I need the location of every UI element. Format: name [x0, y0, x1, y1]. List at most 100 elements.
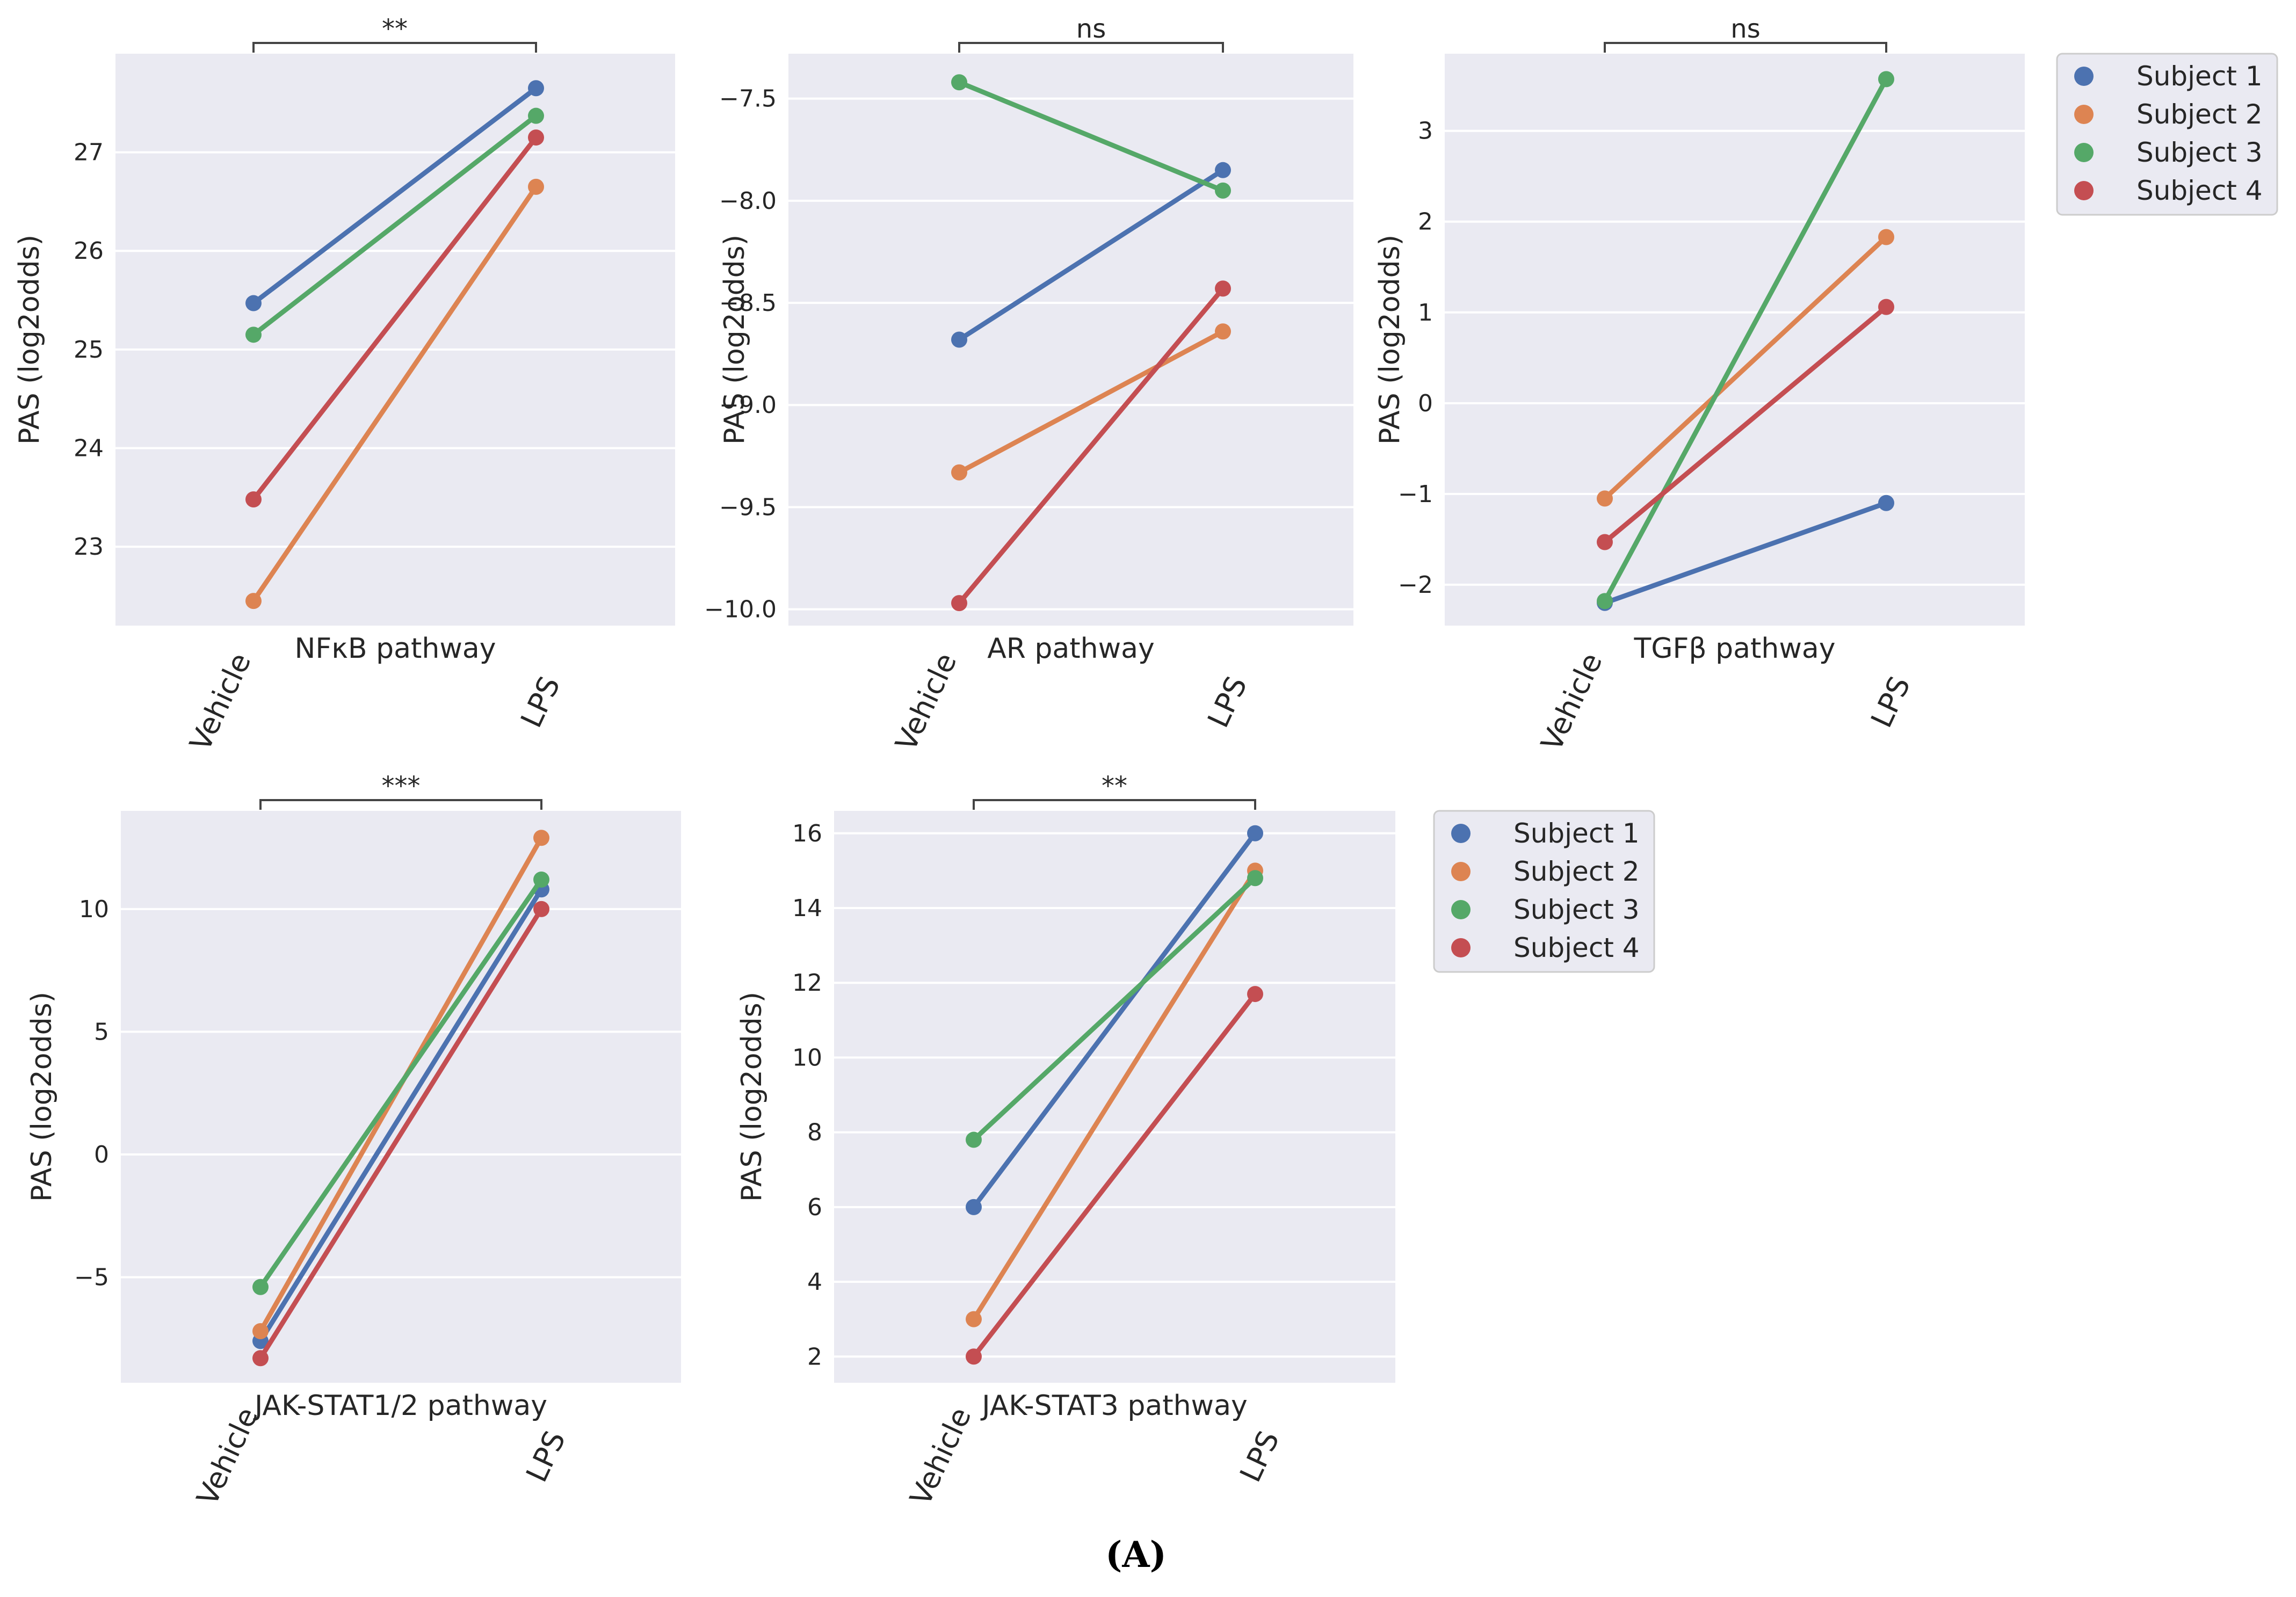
x-tick-label: LPS: [519, 1426, 572, 1487]
y-tick-label: 8: [807, 1119, 822, 1146]
data-point-subject-2-lps: [1878, 229, 1894, 245]
significance-label: **: [382, 14, 408, 44]
data-point-subject-2-vehicle: [245, 593, 262, 609]
y-tick-label: 16: [792, 820, 822, 847]
figure-label: (A): [1105, 1534, 1167, 1576]
data-point-subject-4-lps: [1878, 299, 1894, 315]
panel-title: JAK-STAT3 pathway: [980, 1390, 1247, 1422]
plot-area: [1445, 54, 2025, 626]
x-tick-label: Vehicle: [903, 1402, 978, 1511]
y-tick-label: −2: [1398, 571, 1433, 599]
y-tick-label: 26: [74, 237, 104, 265]
significance-label: ***: [382, 771, 421, 801]
data-point-subject-3-vehicle: [951, 74, 967, 90]
legend-label-subject-1: Subject 1: [2136, 61, 2263, 92]
legend-marker-subject-4: [1451, 938, 1471, 957]
data-point-subject-2-vehicle: [966, 1311, 982, 1327]
data-point-subject-2-lps: [528, 179, 544, 195]
data-point-subject-3-vehicle: [1597, 593, 1613, 609]
significance-bracket: [959, 43, 1223, 53]
x-tick-label: LPS: [1233, 1426, 1286, 1487]
y-tick-label: 1: [1418, 299, 1433, 326]
y-tick-label: 10: [792, 1044, 822, 1071]
y-tick-label: 2: [1418, 208, 1433, 236]
y-tick-label: 6: [807, 1194, 822, 1221]
data-point-subject-2-vehicle: [1597, 490, 1613, 506]
plot-area: [121, 811, 681, 1383]
chart-panel-1: 23 24 25 26 27 PAS (log2odds) NFκB pathway Vehi…: [13, 14, 675, 756]
legend-marker-subject-3: [1451, 900, 1471, 919]
panel-title: NFκB pathway: [294, 633, 496, 665]
data-point-subject-4-vehicle: [966, 1348, 982, 1364]
data-point-subject-4-vehicle: [1597, 534, 1613, 550]
plot-area: [788, 54, 1353, 626]
legend-marker-subject-1: [2074, 67, 2094, 86]
y-axis-title: PAS (log2odds): [736, 992, 768, 1202]
y-tick-label: 12: [792, 969, 822, 997]
data-point-subject-1-lps: [528, 80, 544, 96]
data-point-subject-4-lps: [1247, 986, 1263, 1002]
data-point-subject-3-lps: [1247, 870, 1263, 886]
legend-2: Subject 1 Subject 2 Subject 3 Subject 4: [1434, 811, 1654, 972]
y-axis-title: PAS (log2odds): [719, 235, 751, 445]
panel-title: TGFβ pathway: [1633, 633, 1835, 665]
data-point-subject-4-lps: [528, 129, 544, 146]
data-point-subject-2-lps: [1215, 323, 1231, 339]
data-point-subject-3-lps: [1878, 71, 1894, 87]
x-tick-label: Vehicle: [1534, 648, 1609, 756]
data-point-subject-1-lps: [1215, 162, 1231, 178]
legend-label-subject-4: Subject 4: [1513, 932, 1640, 963]
legend-marker-subject-2: [2074, 105, 2094, 124]
y-tick-label: −5: [74, 1264, 109, 1291]
x-tick-label: Vehicle: [889, 648, 964, 756]
y-tick-label: 3: [1418, 118, 1433, 145]
x-tick-label: LPS: [1201, 671, 1254, 732]
y-axis-title: PAS (log2odds): [26, 992, 58, 1202]
data-point-subject-3-vehicle: [966, 1132, 982, 1148]
legend-label-subject-2: Subject 2: [2136, 99, 2263, 130]
x-tick-label: Vehicle: [190, 1402, 265, 1511]
panel-title: AR pathway: [987, 633, 1155, 665]
data-point-subject-3-lps: [528, 108, 544, 124]
data-point-subject-4-lps: [533, 901, 549, 917]
legend-label-subject-1: Subject 1: [1513, 818, 1640, 849]
data-point-subject-1-vehicle: [245, 295, 262, 311]
data-point-subject-4-vehicle: [252, 1350, 269, 1366]
data-point-subject-3-vehicle: [252, 1279, 269, 1295]
y-tick-label: 10: [79, 896, 109, 923]
panel-title: JAK-STAT1/2 pathway: [253, 1390, 547, 1422]
significance-bracket: [974, 800, 1255, 810]
data-point-subject-4-lps: [1215, 280, 1231, 296]
chart-panel-3: 3 2 1 0 −1 −2 PAS (log2odds) TGFβ pathway Vehicl…: [1374, 14, 2025, 756]
legend-marker-subject-2: [1451, 862, 1471, 881]
y-tick-label: 2: [807, 1343, 822, 1370]
data-point-subject-4-vehicle: [245, 491, 262, 507]
x-tick-label: Vehicle: [183, 648, 258, 756]
legend-label-subject-3: Subject 3: [1513, 894, 1640, 925]
legend-marker-subject-4: [2074, 181, 2094, 200]
y-tick-label: 0: [1418, 390, 1433, 417]
chart-panel-4: 10 5 0 −5 PAS (log2odds) JAK-STAT1/2 pathwayV…: [26, 771, 681, 1511]
y-tick-label: −7.5: [719, 85, 777, 113]
significance-label: ns: [1730, 14, 1760, 44]
y-tick-label: 27: [74, 139, 104, 166]
significance-label: **: [1102, 771, 1127, 801]
legend-marker-subject-1: [1451, 824, 1471, 843]
y-tick-label: 24: [74, 434, 104, 462]
data-point-subject-3-vehicle: [245, 326, 262, 343]
significance-bracket: [260, 800, 541, 810]
y-tick-label: −8.0: [719, 187, 777, 215]
chart-panel-2: −7.5−8.0−8.5−9.0−9.5−10.0PAS (log2odds)A…: [704, 14, 1353, 756]
data-point-subject-3-lps: [1215, 183, 1231, 199]
y-tick-label: 14: [792, 895, 822, 922]
y-tick-label: −9.5: [719, 493, 777, 521]
legend-label-subject-3: Subject 3: [2136, 137, 2263, 168]
data-point-subject-3-lps: [533, 872, 549, 888]
y-tick-label: 0: [94, 1141, 109, 1168]
legend-label-subject-4: Subject 4: [2136, 175, 2263, 206]
y-tick-label: 23: [74, 533, 104, 561]
significance-bracket: [1605, 43, 1886, 53]
legend-label-subject-2: Subject 2: [1513, 856, 1640, 887]
y-tick-label: −10.0: [704, 596, 777, 623]
y-tick-label: 4: [807, 1268, 822, 1296]
